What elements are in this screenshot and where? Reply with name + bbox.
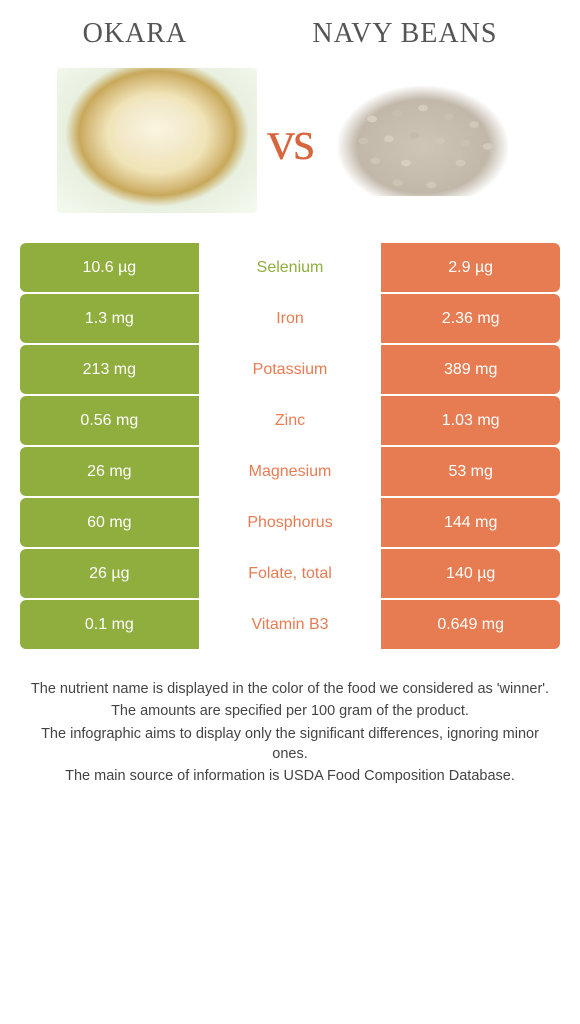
footer-line: The infographic aims to display only the… [28, 724, 552, 765]
left-value: 0.56 mg [20, 396, 199, 445]
right-value: 140 µg [381, 549, 560, 598]
navy-beans-image [323, 68, 523, 213]
table-row: 1.3 mgIron2.36 mg [20, 294, 560, 343]
footer-line: The amounts are specified per 100 gram o… [28, 701, 552, 721]
table-row: 26 mgMagnesium53 mg [20, 447, 560, 496]
table-row: 0.56 mgZinc1.03 mg [20, 396, 560, 445]
header: OKARA NAVY BEANS [0, 0, 580, 58]
left-value: 26 mg [20, 447, 199, 496]
right-value: 2.36 mg [381, 294, 560, 343]
table-row: 60 mgPhosphorus144 mg [20, 498, 560, 547]
right-value: 0.649 mg [381, 600, 560, 649]
food-right-title: NAVY BEANS [312, 18, 497, 50]
left-value: 1.3 mg [20, 294, 199, 343]
nutrient-label: Folate, total [201, 549, 380, 598]
right-value: 389 mg [381, 345, 560, 394]
navy-beans-pile [338, 86, 508, 196]
left-value: 213 mg [20, 345, 199, 394]
okara-image [57, 68, 257, 213]
footer-line: The nutrient name is displayed in the co… [28, 679, 552, 699]
nutrient-label: Zinc [201, 396, 380, 445]
left-value: 10.6 µg [20, 243, 199, 292]
left-value: 60 mg [20, 498, 199, 547]
left-value: 0.1 mg [20, 600, 199, 649]
table-row: 213 mgPotassium389 mg [20, 345, 560, 394]
images-row: vs [0, 58, 580, 243]
right-value: 2.9 µg [381, 243, 560, 292]
nutrient-label: Iron [201, 294, 380, 343]
right-value: 53 mg [381, 447, 560, 496]
left-value: 26 µg [20, 549, 199, 598]
footer-notes: The nutrient name is displayed in the co… [0, 651, 580, 786]
vs-label: vs [267, 113, 313, 169]
food-left-title: OKARA [83, 18, 188, 50]
right-value: 144 mg [381, 498, 560, 547]
nutrient-label: Vitamin B3 [201, 600, 380, 649]
nutrient-label: Potassium [201, 345, 380, 394]
nutrient-label: Magnesium [201, 447, 380, 496]
table-row: 10.6 µgSelenium2.9 µg [20, 243, 560, 292]
table-row: 26 µgFolate, total140 µg [20, 549, 560, 598]
nutrient-label: Selenium [201, 243, 380, 292]
right-value: 1.03 mg [381, 396, 560, 445]
nutrient-label: Phosphorus [201, 498, 380, 547]
table-row: 0.1 mgVitamin B30.649 mg [20, 600, 560, 649]
footer-line: The main source of information is USDA F… [28, 766, 552, 786]
nutrient-table: 10.6 µgSelenium2.9 µg1.3 mgIron2.36 mg21… [20, 243, 560, 649]
